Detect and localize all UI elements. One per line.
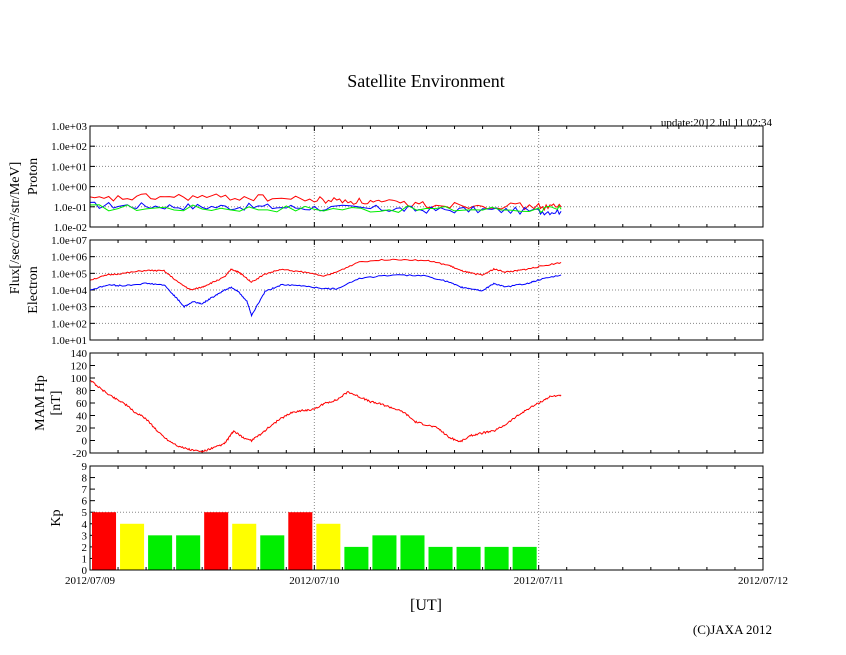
y-tick-label: 1.0e+05 <box>51 268 87 280</box>
kp-bar <box>288 512 313 570</box>
kp-bar <box>204 512 229 570</box>
y-tick-label: 1.0e+02 <box>51 318 87 330</box>
y-tick-label: 1.0e+02 <box>51 141 87 153</box>
panel-ylabel: MAM Hp <box>33 375 48 431</box>
y-tick-label: 40 <box>76 411 88 423</box>
y-tick-label: 20 <box>76 423 88 435</box>
panel-proton: 1.0e-02 1.0e-01 1.0e+00 1.0e+01 1.0e+02 1.0e+… <box>26 121 764 234</box>
kp-bar <box>92 512 117 570</box>
panel-ylabel: Proton <box>26 158 41 195</box>
kp-bar <box>512 546 537 570</box>
panel-ylabel-unit: [nT] <box>49 391 64 416</box>
y-tick-label: 1.0e+03 <box>51 121 87 133</box>
kp-bar <box>400 535 425 570</box>
y-tick-label: 120 <box>71 361 88 373</box>
x-tick-label: 2012/07/10 <box>289 575 340 587</box>
copyright: (C)JAXA 2012 <box>693 622 772 637</box>
y-tick-label: 80 <box>76 386 88 398</box>
kp-bar <box>344 546 369 570</box>
y-tick-label: 1.0e+07 <box>51 235 87 247</box>
y-tick-label: 1.0e+00 <box>51 182 87 194</box>
y-tick-label: 4 <box>82 519 88 531</box>
kp-bar <box>372 535 397 570</box>
series-proton-mid <box>90 201 562 216</box>
panel-frame <box>89 125 764 228</box>
y-tick-label: 1.0e+01 <box>51 161 87 173</box>
series-electron-high <box>90 258 562 291</box>
y-tick-label: 1 <box>82 553 88 565</box>
y-tick-label: 100 <box>71 373 88 385</box>
series-proton-high <box>90 193 562 212</box>
y-tick-label: 9 <box>82 461 88 473</box>
y-tick-label: 0 <box>82 436 88 448</box>
panel-frame <box>89 465 764 571</box>
x-tick-label: 2012/07/11 <box>514 575 564 587</box>
series-electron-low <box>90 274 562 318</box>
panel-electron: 1.0e+01 1.0e+02 1.0e+03 1.0e+04 1.0e+05 1.0e+… <box>26 235 764 347</box>
y-tick-label: 1.0e+01 <box>51 335 87 347</box>
y-tick-label: 7 <box>82 484 88 496</box>
x-tick-label: 2012/07/09 <box>65 575 116 587</box>
y-tick-label: 1.0e+06 <box>51 252 87 264</box>
y-tick-label: 3 <box>82 530 88 542</box>
x-tick-label: 2012/07/12 <box>738 575 788 587</box>
y-tick-label: 1.0e-01 <box>54 202 87 214</box>
y-tick-label: 8 <box>82 473 88 485</box>
panel-frame <box>89 352 764 454</box>
flux-unit-label: Flux[/sec/cm²/str/MeV] <box>8 162 23 295</box>
update-timestamp: update:2012 Jul 11 02:34 <box>661 117 773 129</box>
y-tick-label: -20 <box>72 448 87 460</box>
series-mam-hp <box>90 379 562 453</box>
series-proton-low <box>90 204 562 213</box>
kp-bar <box>260 535 285 570</box>
y-tick-label: 60 <box>76 398 88 410</box>
x-axis-label: [UT] <box>410 597 442 614</box>
y-tick-label: 1.0e+03 <box>51 302 87 314</box>
kp-bar <box>316 523 341 570</box>
panel-frame <box>89 239 764 341</box>
kp-bar <box>232 523 257 570</box>
kp-bar <box>176 535 201 570</box>
kp-bar <box>456 546 481 570</box>
y-tick-label: 0 <box>82 565 88 577</box>
kp-bar <box>428 546 453 570</box>
kp-bar <box>484 546 509 570</box>
y-tick-label: 6 <box>82 496 88 508</box>
kp-bar <box>120 523 145 570</box>
panel-ylabel: Kp <box>49 509 64 526</box>
chart-title: Satellite Environment <box>347 71 504 91</box>
y-tick-label: 1.0e+04 <box>51 285 87 297</box>
y-tick-label: 5 <box>82 507 88 519</box>
panel-ylabel: Electron <box>26 266 41 313</box>
y-tick-label: 140 <box>71 348 88 360</box>
y-tick-label: 2 <box>82 542 88 554</box>
y-tick-label: 1.0e-02 <box>54 222 87 234</box>
panels-group: 1.0e-021.0e-011.0e+001.0e+011.0e+021.0e+… <box>26 121 788 587</box>
kp-bar <box>148 535 173 570</box>
